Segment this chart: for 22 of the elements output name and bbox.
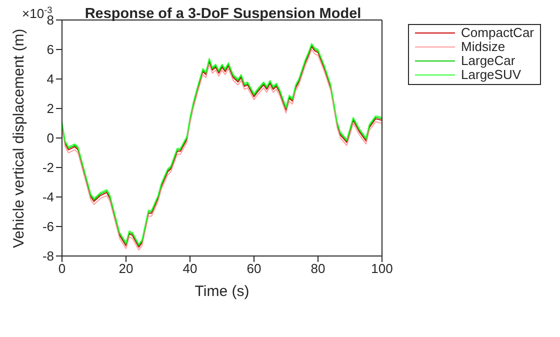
y-tick-label: 0 — [46, 130, 54, 146]
chart-title: Response of a 3-DoF Suspension Model — [84, 6, 362, 22]
y-tick-label: 8 — [46, 12, 54, 28]
y-axis-title: Vehicle vertical displacement (m) — [10, 28, 28, 248]
y-tick-label: -6 — [42, 219, 54, 234]
x-tick-label: 100 — [371, 261, 393, 276]
x-tick-label: 60 — [246, 261, 262, 276]
legend-label: LargeCar — [461, 53, 516, 68]
x-tick-label: 20 — [118, 261, 134, 276]
x-tick-label: 40 — [182, 261, 198, 276]
legend-label: LargeSUV — [461, 67, 522, 82]
x-tick-label: 0 — [58, 261, 66, 276]
y-tick-label: -2 — [42, 160, 54, 176]
legend-label: CompactCar — [461, 25, 534, 40]
y-tick-label: 6 — [46, 42, 54, 58]
y-tick-label: -4 — [42, 190, 54, 205]
x-axis-title: Time (s) — [194, 283, 250, 300]
x-tick-label: 80 — [310, 261, 326, 276]
legend-label: Midsize — [461, 39, 506, 54]
y-tick-label: -8 — [42, 248, 54, 264]
y-tick-label: 4 — [46, 72, 54, 87]
y-tick-label: 2 — [46, 101, 54, 116]
